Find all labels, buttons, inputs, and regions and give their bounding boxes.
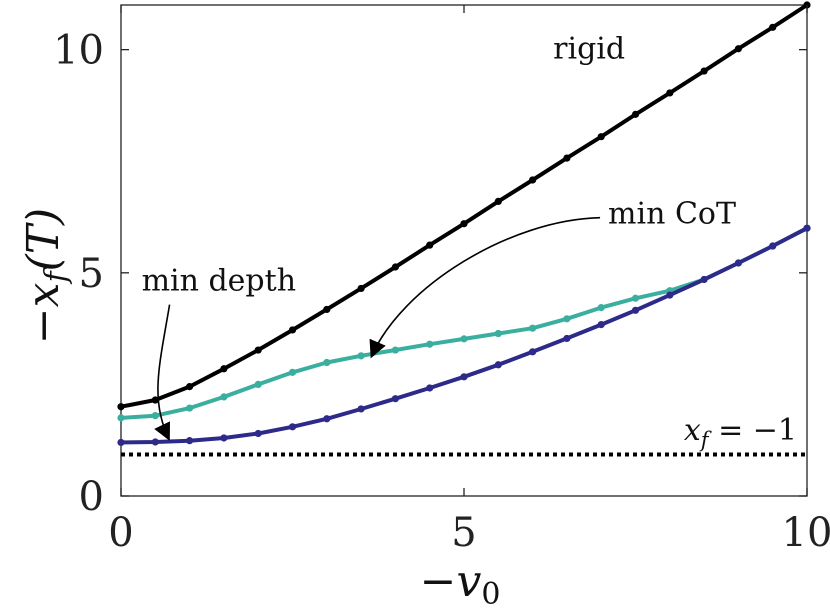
series-point-0 [460,220,468,228]
series-point-0 [666,89,674,97]
series-point-2 [529,348,537,356]
y-axis-label-main: −x [18,282,69,344]
series-point-0 [151,396,159,404]
annotation-arrow-2 [154,304,171,441]
series-point-0 [220,365,228,373]
reference-line-label-tail: = −1 [709,413,797,448]
series-point-0 [631,110,640,118]
series-point-1 [494,329,502,338]
series-point-0 [769,23,777,31]
x-tick-label: 5 [451,510,476,556]
series-point-2 [186,437,194,445]
series-point-2 [803,224,811,232]
y-tick-label: 5 [79,251,104,297]
reference-line-label-sub: f [699,428,712,452]
annotation-label-2: min depth [142,264,296,299]
series-point-0 [426,241,434,249]
annotation-label-1: min CoT [608,197,736,232]
series-point-1 [117,414,125,422]
series-point-1 [254,380,262,389]
series-point-1 [631,294,640,302]
plot-border [120,4,808,497]
series-point-1 [529,324,537,332]
series-point-1 [220,393,228,401]
series-point-0 [494,197,502,205]
reference-line-group: xf = −1 [121,413,807,457]
series-point-2 [426,384,434,392]
series-point-0 [597,133,605,141]
plot-frame [120,4,808,497]
series-point-2 [494,361,502,369]
series-point-0 [529,176,537,184]
series-point-1 [597,304,605,312]
series-point-2 [666,291,674,299]
series-point-1 [426,340,434,348]
x-axis-label: −v0 [420,556,501,611]
series-point-2 [460,373,468,381]
series-point-2 [323,415,331,423]
y-tick-label: 10 [53,28,104,74]
series-point-1 [391,346,399,354]
series-point-1 [357,352,365,360]
annotation-arrow-1 [369,216,601,359]
series-point-1 [323,358,331,367]
series-point-0 [254,346,262,354]
series-point-2 [220,434,228,442]
series-point-0 [288,326,297,334]
series-point-0 [117,403,125,411]
series-point-2 [700,275,708,284]
series-line-1 [120,226,808,420]
series-point-0 [700,67,708,75]
series-point-2 [288,423,297,431]
series-point-2 [151,438,159,446]
series-point-1 [460,335,468,343]
series-point-2 [631,306,640,314]
series-point-2 [117,438,125,447]
series-point-0 [734,45,743,53]
series-point-2 [391,395,399,403]
x-tick-label: 10 [782,510,830,556]
series-point-0 [357,284,365,293]
annotation-label-0: rigid [553,32,625,67]
series-point-2 [769,242,777,250]
y-tick-label: 0 [79,474,104,520]
series-point-1 [151,412,159,420]
series-point-1 [186,404,194,412]
series-point-1 [288,368,297,376]
series-point-2 [734,259,743,267]
series-point-2 [563,334,571,343]
series-point-0 [323,305,331,314]
y-axis-label-tail: (T) [18,208,69,272]
reference-line-label: xf = −1 [684,413,797,452]
ticks-group: 0 5 10 0 5 10 [53,5,830,556]
x-axis-label-main: −v [420,556,482,607]
series-point-1 [563,315,571,323]
x-axis-label-sub: 0 [481,577,500,611]
annotations-group: rigid min CoT min depth [142,32,736,441]
series-point-0 [186,383,194,391]
series-point-2 [597,320,605,329]
y-axis-label: −xf(T) [18,208,74,344]
x-tick-label: 0 [108,510,133,556]
series-point-0 [563,154,571,162]
reference-line-label-main: x [684,413,701,448]
series-point-2 [357,405,365,413]
series-point-0 [391,263,399,271]
series-point-2 [254,429,262,438]
series-group [117,1,811,447]
